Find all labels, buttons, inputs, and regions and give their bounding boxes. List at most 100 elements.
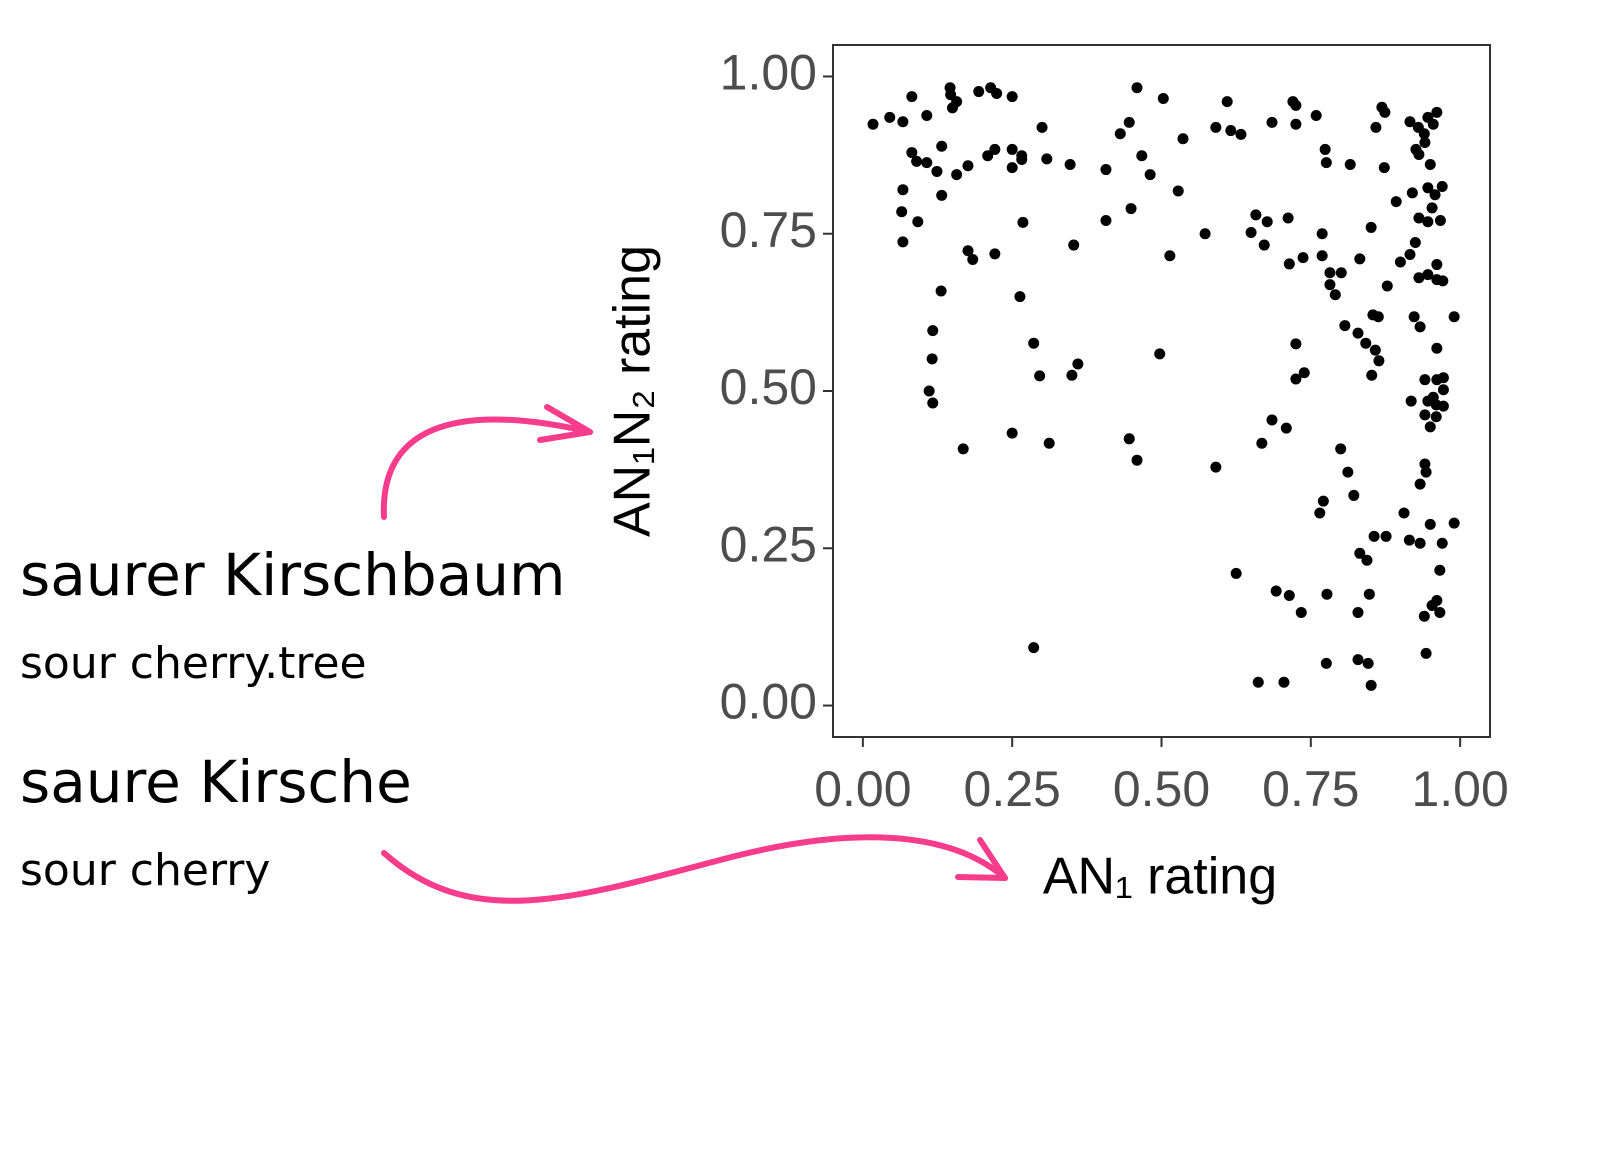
point [1100,164,1112,176]
point [1430,411,1442,423]
point [1372,311,1384,323]
point [1068,239,1080,251]
point [1131,82,1143,94]
point [1352,606,1364,618]
point [1225,125,1237,137]
point [1250,209,1262,221]
point [1409,237,1421,249]
point [867,118,879,130]
point [1258,239,1270,251]
point [931,165,943,177]
point [1245,226,1257,238]
point [1261,216,1273,228]
point [951,169,963,181]
point [1017,216,1029,228]
point [1297,252,1309,264]
point [1144,169,1156,181]
point [1426,600,1438,612]
point [1136,150,1148,162]
y-axis-title: AN₁N₂ rating [604,245,662,537]
point [1360,337,1372,349]
point [1436,537,1448,549]
point [1431,106,1443,118]
point [1230,567,1242,579]
point [1419,409,1431,421]
point [1406,187,1418,199]
point [1431,342,1443,354]
point [1414,321,1426,333]
point [1427,118,1439,130]
point [1394,256,1406,268]
point [1335,267,1347,279]
point [1370,121,1382,133]
point [1290,99,1302,111]
point [1036,121,1048,133]
point [1283,258,1295,270]
point [1413,148,1425,160]
point [1404,248,1416,260]
point [1041,153,1053,165]
point [1365,679,1377,691]
point [1283,589,1295,601]
point [1419,137,1431,149]
y-tick-label: 1.00 [720,45,817,101]
point [962,245,974,257]
point [1419,374,1431,386]
point [991,87,1003,99]
point [1006,162,1018,174]
point [1422,182,1434,194]
point [1324,267,1336,279]
point [1177,133,1189,145]
x-tick-label: 1.00 [1411,761,1508,817]
point [1317,495,1329,507]
point [927,397,939,409]
point [1320,657,1332,669]
point [896,206,908,218]
point [1437,384,1449,396]
point [1365,221,1377,233]
point [1006,91,1018,103]
point [1321,588,1333,600]
point [1448,311,1460,323]
point [884,111,896,123]
point [1172,185,1184,197]
point [1154,348,1166,360]
point [1280,422,1292,434]
point [1344,159,1356,171]
x-tick-label: 0.00 [814,761,911,817]
point [1123,433,1135,445]
point [1348,489,1360,501]
point [926,353,938,365]
point [1361,554,1373,566]
point [989,143,1001,155]
point [1266,414,1278,426]
point [1066,369,1078,381]
point [1199,228,1211,240]
point [1028,337,1040,349]
point [1362,657,1374,669]
y-tick-label: 0.25 [720,516,817,572]
point [923,385,935,397]
point [927,325,939,337]
point [1352,654,1364,666]
arrow [380,416,593,520]
point [1404,116,1416,128]
point [1016,153,1028,165]
point [1434,215,1446,227]
point [1398,507,1410,519]
point [1131,454,1143,466]
point [1157,92,1169,104]
point [1420,466,1432,478]
point [1314,507,1326,519]
point [1414,478,1426,490]
point [1405,395,1417,407]
point [1380,530,1392,542]
point [1125,203,1137,215]
point [1436,181,1448,193]
point [1342,466,1354,478]
point [1363,588,1375,600]
point [1369,344,1381,356]
point [936,140,948,152]
point [1424,518,1436,530]
y-tick-label: 0.50 [720,359,817,415]
